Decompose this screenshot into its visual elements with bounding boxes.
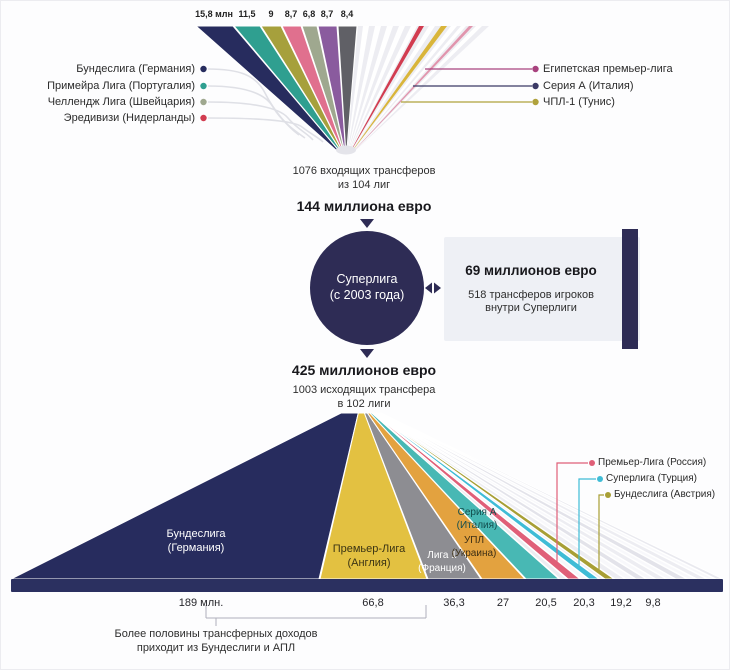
connector-line [207,117,324,143]
top-funnel [194,25,489,155]
outflow-summary-line1: 1003 исходящих трансфера [292,384,436,396]
axis-value: 19,2 [610,597,632,609]
league-dot [532,98,539,106]
funnel-stripe [353,26,466,151]
callout-superlig: Суперлига (Турция) [606,473,697,484]
internal-panel-bar [622,229,638,349]
league-label-primeira: Примейра Лига (Португалия) [47,80,195,92]
axis-value: 189 млн. [178,597,224,609]
league-label-egypt: Египетская премьер-лига [543,63,673,75]
segment-label-line: (Италия) [456,520,498,531]
segment-label-line: Серия А [457,507,497,518]
internal-line1: 518 трансферов игроков [468,289,594,301]
segment-label-line: (Франция) [418,563,466,574]
hub-title-line2: (с 2003 года) [329,288,405,302]
internal-line2: внутри Суперлиги [485,302,577,314]
funnel-tip [336,145,356,155]
connector-line [207,85,306,139]
callout-rpl: Премьер-Лига (Россия) [598,457,707,468]
axis-value: 20,5 [535,597,557,609]
funnel-stripe [348,26,393,151]
league-dot [532,65,539,73]
league-label-tunisia: ЧПЛ-1 (Тунис) [543,96,615,108]
funnel-stripe-pink [353,26,473,151]
league-label-challenge: Челлендж Лига (Швейцария) [47,96,195,108]
segment-label-line: УПЛ [463,535,485,546]
inflow-band-value: 8,7 [284,9,298,19]
funnel-stripe-gold [352,26,447,151]
league-label-eredivisie: Эредивизи (Нидерланды) [63,112,195,124]
outflow-total: 425 миллионов евро [291,362,437,378]
segment-label-line: Премьер-Лига [332,543,406,555]
league-label-bundesliga-de: Бундеслига (Германия) [76,63,195,75]
league-dot [200,114,207,122]
segment-label-seriea: Серия А (Италия) [457,506,498,532]
funnel-stripe [352,26,457,151]
hub-title-line1: Суперлига [336,272,398,286]
segment-label-line: Лига 1 [427,550,457,561]
axis-value: 27 [496,597,510,609]
inflow-band-value: 8,4 [340,9,354,19]
axis-value: 36,3 [443,597,465,609]
footnote-line2: приходит из Бундеслиги и АПЛ [136,642,296,654]
segment-label-line: Бундеслига [166,528,226,540]
funnel-stripe [348,26,381,151]
league-label-seriea-top: Серия А (Италия) [543,80,634,92]
league-dot [532,82,539,90]
segment-label-ligue1: Лига 1 (Франция) [418,549,466,575]
inflow-band-value: 15,8 млн [195,9,233,19]
internal-total: 69 миллионов евро [465,263,597,278]
axis-value: 20,3 [573,597,595,609]
funnel-stripe [350,26,417,151]
segment-label-line: (Украина) [451,548,497,559]
fan-segment [380,412,724,580]
league-dot [200,98,207,106]
inflow-band-value: 11,5 [238,9,256,19]
footnote-line1: Более половины трансферных доходов [114,628,318,640]
league-dot [605,492,611,498]
down-arrow-icon [360,219,374,228]
callout-austria: Бундеслига (Австрия) [614,489,716,500]
inflow-summary-line1: 1076 входящих трансферов [292,165,436,177]
funnel-stripe [347,26,369,151]
league-dot [200,82,207,90]
internal-panel [444,237,640,341]
inflow-left-connectors [207,68,324,143]
funnel-stripe [349,26,405,151]
segment-label-line: (Англия) [347,557,391,570]
funnel-stripe-red [350,26,424,151]
connector-line [598,494,604,573]
hub-circle [310,231,424,345]
segment-label-bundesliga: Бундеслига (Германия) [166,527,225,556]
segment-label-upl: УПЛ (Украина) [452,534,497,560]
down-arrow-icon [360,349,374,358]
inflow-band-value: 8,7 [320,9,334,19]
league-dot [200,65,207,73]
footnote-bracket [205,605,427,626]
left-right-arrow-icon [434,282,441,294]
connector-line [556,462,588,566]
axis-value: 66,8 [362,597,384,609]
funnel-stripe [354,26,482,151]
inflow-total: 144 миллиона евро [296,198,432,214]
inflow-band-value: 9 [268,9,274,19]
axis-value: 9,8 [645,597,661,609]
left-right-arrow-icon [425,282,432,294]
segment-label-line: (Германия) [167,542,225,555]
inflow-band-value: 6,8 [302,9,316,19]
base-bar [11,579,723,592]
connector-line [578,478,596,570]
connector-line [207,101,314,141]
league-dot [597,476,603,482]
inflow-summary-line2: из 104 лиг [337,179,391,191]
outflow-summary-line2: в 102 лиги [337,398,391,410]
segment-label-epl: Премьер-Лига (Англия) [333,542,406,571]
funnel-stripe [351,26,435,151]
league-dot [589,460,595,466]
